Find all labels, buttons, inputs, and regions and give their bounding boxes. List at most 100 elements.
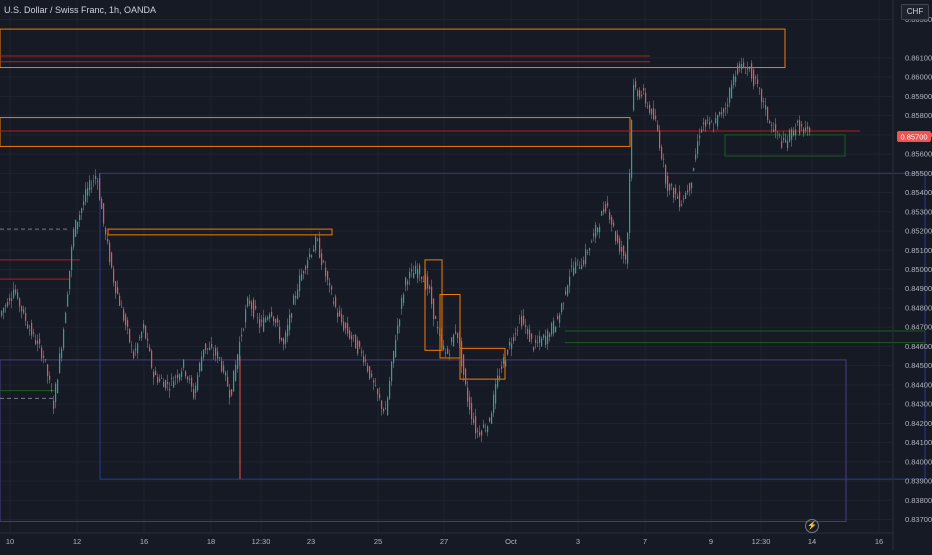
y-tick-label: 0.84700 [905,323,932,332]
candle-body [743,62,745,68]
candle-body [113,268,115,283]
candle-body [179,374,181,380]
lightning-icon[interactable]: ⚡ [805,519,819,533]
y-tick-label: 0.86000 [905,73,932,82]
candle-body [37,340,39,344]
currency-badge[interactable]: CHF [901,4,929,20]
candle-body [703,122,705,125]
candle-body [615,231,617,241]
candle-body [613,222,615,227]
candle-body [353,335,355,336]
candle-body [621,247,623,252]
y-tick-label: 0.84100 [905,438,932,447]
candle-body [717,114,719,127]
candle-body [581,265,583,270]
candle-body [133,351,135,359]
candle-body [221,360,223,372]
candle-body [705,120,707,127]
candle-body [809,127,811,133]
candle-body [505,360,507,367]
candle-body [345,322,347,329]
candle-body [39,338,41,344]
candle-body [377,388,379,395]
candle-body [791,128,793,140]
candle-body [759,87,761,89]
candle-body [319,238,321,258]
candle-body [389,380,391,399]
candle-body [71,247,73,271]
last-price-label: 0.85700 [900,133,927,142]
candle-body [403,294,405,303]
candle-body [349,330,351,339]
candle-body [89,180,91,191]
candle-body [381,400,383,409]
x-tick-label: 18 [207,537,215,546]
candle-body [153,371,155,378]
candle-body [507,349,509,355]
y-tick-label: 0.85000 [905,265,932,274]
candle-body [369,366,371,379]
candle-body [789,129,791,142]
candle-body [355,334,357,349]
candle-body [65,312,67,324]
candle-body [407,281,409,285]
candle-body [259,319,261,328]
candle-body [313,249,315,252]
candle-body [655,115,657,120]
candle-body [421,277,423,280]
y-tick-label: 0.84400 [905,380,932,389]
candle-body [299,275,301,291]
candle-body [493,394,495,414]
y-tick-label: 0.86100 [905,53,932,62]
candle-body [11,298,13,301]
candle-body [511,343,513,349]
candle-body [797,120,799,123]
candle-body [305,266,307,270]
candle-body [567,285,569,296]
candle-body [777,131,779,133]
candle-body [191,377,193,387]
y-tick-label: 0.84800 [905,303,932,312]
candle-body [651,109,653,115]
candle-body [275,319,277,323]
candle-body [241,334,243,337]
candle-body [727,104,729,107]
candle-body [125,314,127,326]
candle-body [67,294,69,307]
candle-body [521,316,523,327]
time-axis[interactable]: 10 12 16 18 12:30 23 25 27 Oct 3 7 9 12:30 14 16 [6,537,883,546]
candle-body [509,341,511,346]
candle-body [593,233,595,237]
candle-body [149,347,151,352]
last-price-badge [897,131,931,142]
candle-body [181,371,183,377]
candle-body [757,79,759,85]
candle-body [733,75,735,86]
candle-body [321,253,323,266]
candle-body [807,126,809,129]
candle-body [109,242,111,263]
candle-body [487,426,489,433]
candle-body [59,353,61,373]
candle-body [795,129,797,136]
candle-body [587,251,589,253]
zone-box [439,294,461,359]
candle-body [467,387,469,402]
candle-body [203,349,205,358]
candle-body [775,123,777,131]
candle-body [155,371,157,376]
x-tick-label: 12 [73,537,81,546]
candle-body [787,141,789,149]
symbol-title[interactable]: U.S. Dollar / Swiss Franc, 1h, OANDA [4,5,157,15]
x-tick-label: 14 [808,537,816,546]
candle-body [245,309,247,323]
zone-box [0,359,847,522]
candle-body [5,305,7,307]
candle-body [637,90,639,97]
candle-body [665,165,667,184]
y-tick-label: 0.83700 [905,515,932,524]
candle-body [53,400,55,409]
candle-body [527,329,529,335]
